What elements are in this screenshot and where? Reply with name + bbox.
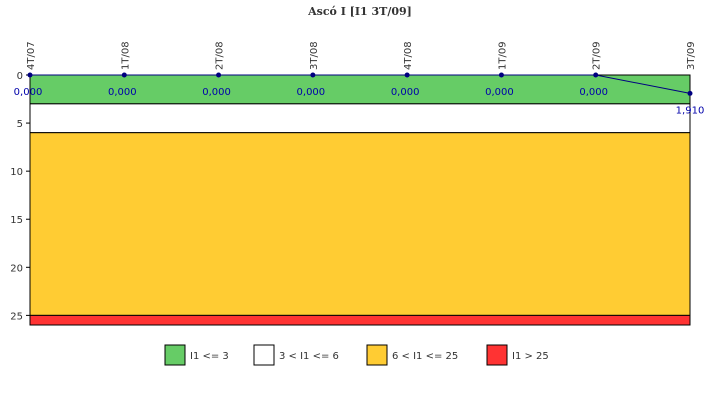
y-tick-label: 0 [17, 71, 23, 82]
value-label: 1,910 [676, 105, 705, 116]
point [27, 72, 33, 78]
value-label: 0,000 [108, 87, 137, 98]
point [593, 72, 599, 78]
value-label: 0,000 [202, 87, 231, 98]
legend-label: I1 > 25 [512, 351, 549, 362]
point [310, 72, 316, 78]
y-tick-label: 15 [10, 215, 23, 226]
point [498, 72, 504, 78]
band [29, 103, 691, 134]
value-label: 0,000 [14, 87, 43, 98]
value-label: 0,000 [391, 87, 420, 98]
legend-swatch [164, 344, 186, 366]
legend-label: 6 < I1 <= 25 [392, 351, 458, 362]
x-tick-label: 1T/09 [497, 41, 508, 70]
legend-swatch [253, 344, 275, 366]
point [404, 72, 410, 78]
x-tick-label: 2T/09 [592, 41, 603, 70]
line [30, 74, 691, 94]
point [216, 72, 222, 78]
x-tick-label: 3T/08 [309, 41, 320, 70]
y-tick-label: 10 [10, 167, 23, 178]
value-label: 0,000 [579, 87, 608, 98]
value-label: 0,000 [297, 87, 326, 98]
x-tick-label: 3T/09 [686, 41, 697, 70]
point [687, 90, 693, 96]
x-tick-label: 1T/08 [120, 41, 131, 70]
legend-label: I1 <= 3 [190, 351, 229, 362]
y-tick-label: 5 [17, 119, 23, 130]
legend-swatch [486, 344, 508, 366]
x-tick-label: 4T/08 [403, 41, 414, 70]
x-tick-label: 2T/08 [215, 41, 226, 70]
legend-swatch [366, 344, 388, 366]
band [29, 74, 691, 105]
y-tick-label: 20 [10, 263, 23, 274]
value-label: 0,000 [485, 87, 514, 98]
band [29, 314, 691, 326]
y-tick-label: 25 [10, 311, 23, 322]
legend-label: 3 < I1 <= 6 [279, 351, 339, 362]
chart-title: Ascó I [I1 3T/09] [307, 5, 412, 18]
point [121, 72, 127, 78]
band [29, 132, 691, 316]
x-tick-label: 4T/07 [26, 41, 37, 70]
